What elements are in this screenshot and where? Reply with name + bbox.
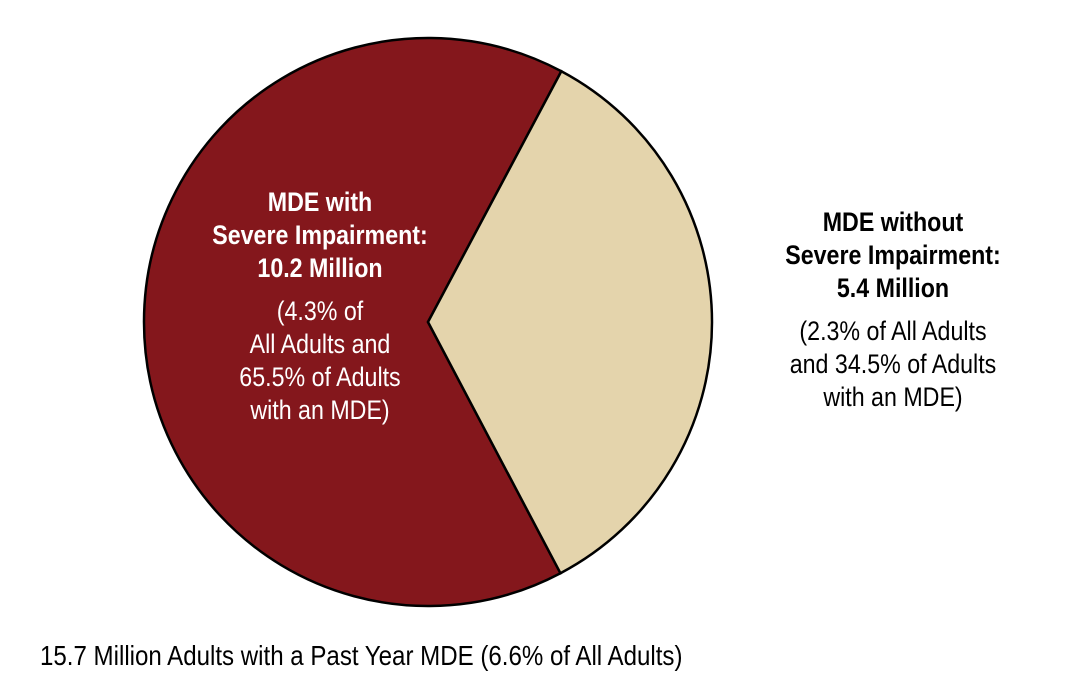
without-detail-line-2: and 34.5% of Adults <box>789 348 997 379</box>
without-detail-line-3: with an MDE) <box>823 381 963 412</box>
severe-heading-line-1: MDE with <box>267 187 373 217</box>
severe-detail: (4.3% of All Adults and 65.5% of Adults … <box>208 295 432 427</box>
chart-footnote: 15.7 Million Adults with a Past Year MDE… <box>40 640 683 671</box>
severe-detail-line-1: (4.3% of <box>276 295 364 326</box>
without-detail: (2.3% of All Adults and 34.5% of Adults … <box>768 315 1017 414</box>
slice-label-without-severe-impairment: MDE without Severe Impairment: 5.4 Milli… <box>748 206 1038 414</box>
severe-heading-line-2: Severe Impairment: <box>212 219 428 250</box>
severe-heading: MDE with Severe Impairment: 10.2 Million <box>208 186 432 285</box>
severe-heading-line-3: 10.2 Million <box>257 252 383 283</box>
pie-slice-without-severe-impairment <box>426 69 714 575</box>
severe-detail-line-4: with an MDE) <box>250 394 390 425</box>
severe-detail-line-2: All Adults and <box>249 328 391 359</box>
without-heading-line-3: 5.4 Million <box>836 272 950 303</box>
slice-label-severe-impairment: MDE with Severe Impairment: 10.2 Million… <box>190 186 450 427</box>
severe-detail-line-3: 65.5% of Adults <box>239 361 401 392</box>
without-detail-line-1: (2.3% of All Adults <box>799 315 987 346</box>
without-heading-line-2: Severe Impairment: <box>785 239 1001 270</box>
without-heading-line-1: MDE without <box>822 207 964 237</box>
pie-slice-severe-impairment <box>142 36 564 608</box>
without-heading: MDE without Severe Impairment: 5.4 Milli… <box>768 206 1017 305</box>
